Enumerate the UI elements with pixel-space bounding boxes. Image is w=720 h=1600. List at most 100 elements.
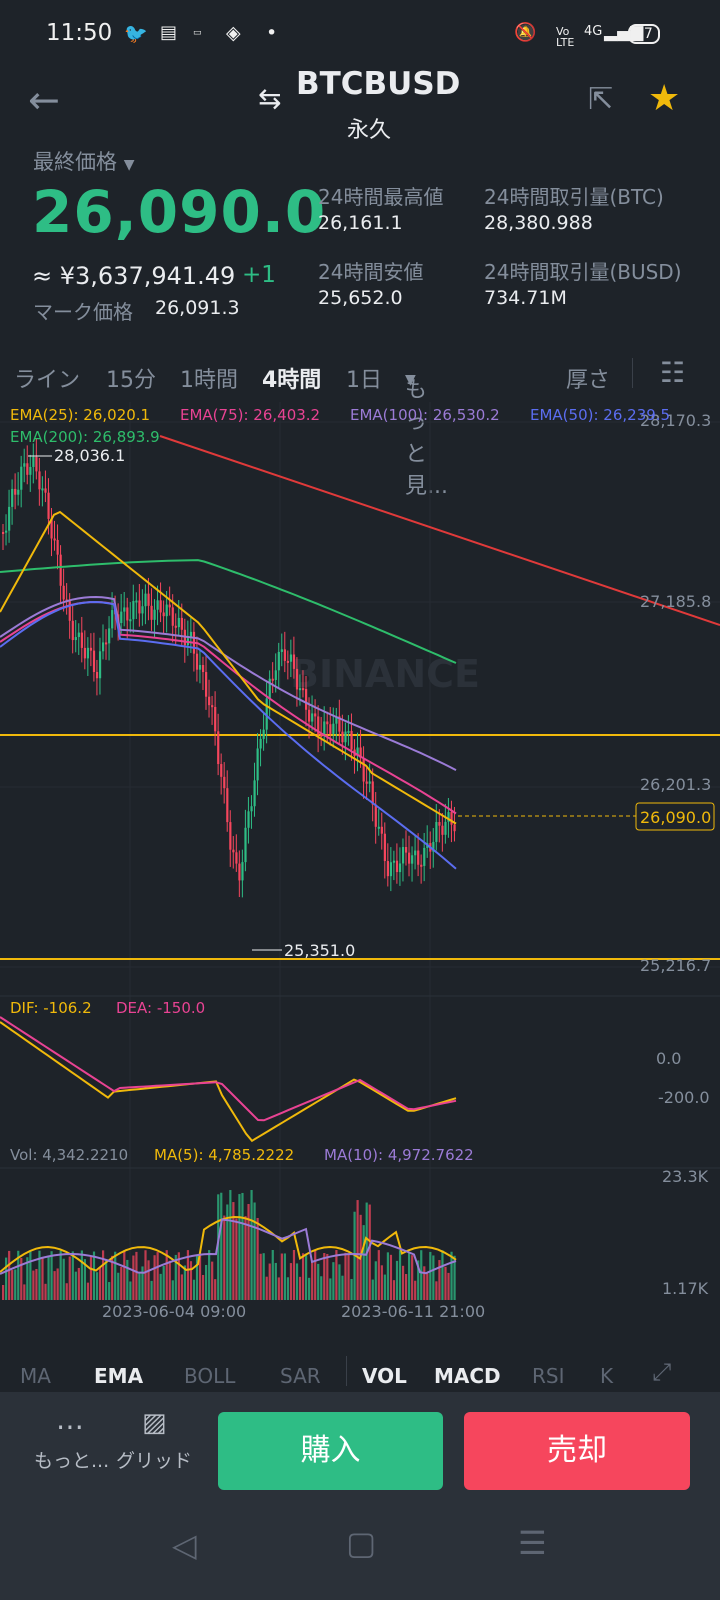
divider <box>346 1356 347 1386</box>
indicator-ema[interactable]: EMA <box>94 1364 144 1388</box>
nav-menu-icon[interactable]: ☰ <box>518 1524 547 1562</box>
favorite-star-icon[interactable]: ★ <box>648 78 681 119</box>
volume-bar <box>174 1254 177 1300</box>
candle-body <box>50 518 53 539</box>
candle-body <box>298 688 302 691</box>
chevron-down-icon: ▼ <box>123 157 135 173</box>
candle-body <box>232 849 235 853</box>
volume-bar <box>250 1190 253 1300</box>
volume-bar <box>62 1258 65 1300</box>
volume-bar <box>26 1257 29 1300</box>
volume-bar <box>362 1225 365 1300</box>
indicator-sar[interactable]: SAR <box>280 1364 321 1388</box>
sell-button[interactable]: 売却 <box>464 1412 690 1490</box>
volume-bar <box>450 1251 453 1300</box>
volume-bar <box>153 1255 156 1300</box>
indicator-rsi[interactable]: RSI <box>532 1364 565 1388</box>
share-icon[interactable]: ⇱ <box>588 82 614 117</box>
last-price-label[interactable]: 最終価格 ▼ <box>33 150 135 174</box>
volume-bar <box>347 1254 350 1300</box>
ema50-legend: EMA(50): 26,239.5 <box>530 406 670 424</box>
volume-bar <box>350 1278 353 1300</box>
nav-home-icon[interactable]: ▢ <box>346 1524 377 1562</box>
candle-body <box>89 647 93 651</box>
volume-bar <box>111 1255 114 1300</box>
candle-body <box>20 466 23 490</box>
indicator-vol[interactable]: VOL <box>362 1364 407 1388</box>
tab-4h[interactable]: 4時間 <box>262 368 322 393</box>
grid-icon[interactable]: ▨ <box>142 1408 167 1438</box>
indicator-k[interactable]: K <box>600 1364 614 1388</box>
macd-dea-line <box>0 1016 457 1122</box>
grid-label[interactable]: グリッド <box>116 1450 193 1472</box>
indicator-boll[interactable]: BOLL <box>184 1364 236 1388</box>
expand-icon[interactable]: ⤢ <box>652 1358 672 1386</box>
candle-body <box>80 632 83 648</box>
page-title[interactable]: BTCBUSD <box>296 66 461 102</box>
volume-bar <box>59 1250 62 1300</box>
candle-body <box>2 532 5 534</box>
volume-bar <box>398 1250 402 1300</box>
volume-bar <box>120 1266 123 1300</box>
buy-button[interactable]: 購入 <box>218 1412 443 1490</box>
tab-1d[interactable]: 1日 <box>346 368 382 393</box>
candle-body <box>198 665 202 670</box>
candle-body <box>74 637 77 641</box>
candlestick-chart[interactable]: BINANCE 26,090.0 28,036.1 25,351.0 28,17… <box>0 402 720 1352</box>
network-icon: 4G <box>584 24 603 39</box>
candle-body <box>435 822 438 842</box>
more-icon[interactable]: ⋯ <box>56 1410 84 1443</box>
candle-body <box>411 855 414 864</box>
chart-settings-icon[interactable]: ☷ <box>660 356 686 389</box>
mark-price-label: マーク価格 <box>33 300 133 324</box>
tab-depth[interactable]: 厚さ <box>566 368 611 393</box>
candle-body <box>383 833 386 862</box>
candle-body <box>417 850 420 865</box>
tab-15m[interactable]: 15分 <box>106 368 156 393</box>
volume-bar <box>177 1252 180 1300</box>
tab-more-label: もっと見... <box>405 378 448 499</box>
candle-body <box>211 705 214 708</box>
macd-axis-label: 0.0 <box>656 1049 681 1068</box>
back-arrow-icon[interactable]: ← <box>28 78 60 122</box>
swap-icon[interactable]: ⇆ <box>258 82 282 115</box>
volume-bar <box>29 1251 32 1300</box>
volume-bar <box>326 1253 329 1300</box>
volume-bar <box>447 1272 450 1300</box>
volume-bar <box>77 1267 80 1300</box>
candle-body <box>404 847 408 853</box>
volume-bar <box>165 1250 168 1300</box>
volume-bar <box>162 1265 165 1300</box>
tab-1h[interactable]: 1時間 <box>180 368 238 393</box>
indicator-ma[interactable]: MA <box>20 1364 51 1388</box>
candle-body <box>450 812 453 825</box>
indicator-macd[interactable]: MACD <box>434 1364 501 1388</box>
candle-body <box>332 723 335 734</box>
candle-body <box>171 607 174 626</box>
volume-bar <box>371 1279 374 1300</box>
volume-axis-label: 1.17K <box>662 1279 709 1298</box>
candle-body <box>95 671 99 679</box>
candle-body <box>268 678 271 699</box>
candle-body <box>395 860 399 873</box>
contract-type: 永久 <box>347 118 392 143</box>
trend-line[interactable] <box>159 435 720 626</box>
volume-bar <box>156 1252 159 1300</box>
more-label[interactable]: もっと... <box>34 1450 110 1472</box>
volume-bar <box>205 1264 208 1300</box>
tab-line[interactable]: ライン <box>14 368 81 393</box>
candle-body <box>329 724 332 734</box>
volume-bar <box>168 1260 171 1300</box>
candle-body <box>38 471 41 490</box>
nav-back-icon[interactable]: ◁ <box>172 1526 197 1564</box>
candle-body <box>223 776 226 789</box>
volume-bar <box>308 1277 311 1300</box>
price-axis-label: 27,185.8 <box>640 592 711 611</box>
candle-body <box>156 600 159 610</box>
volume-bar <box>277 1277 280 1300</box>
candle-body <box>305 689 308 710</box>
candle-body <box>147 593 150 606</box>
candle-body <box>362 757 365 782</box>
volume-bar <box>95 1272 99 1300</box>
volume-bar <box>244 1216 247 1300</box>
